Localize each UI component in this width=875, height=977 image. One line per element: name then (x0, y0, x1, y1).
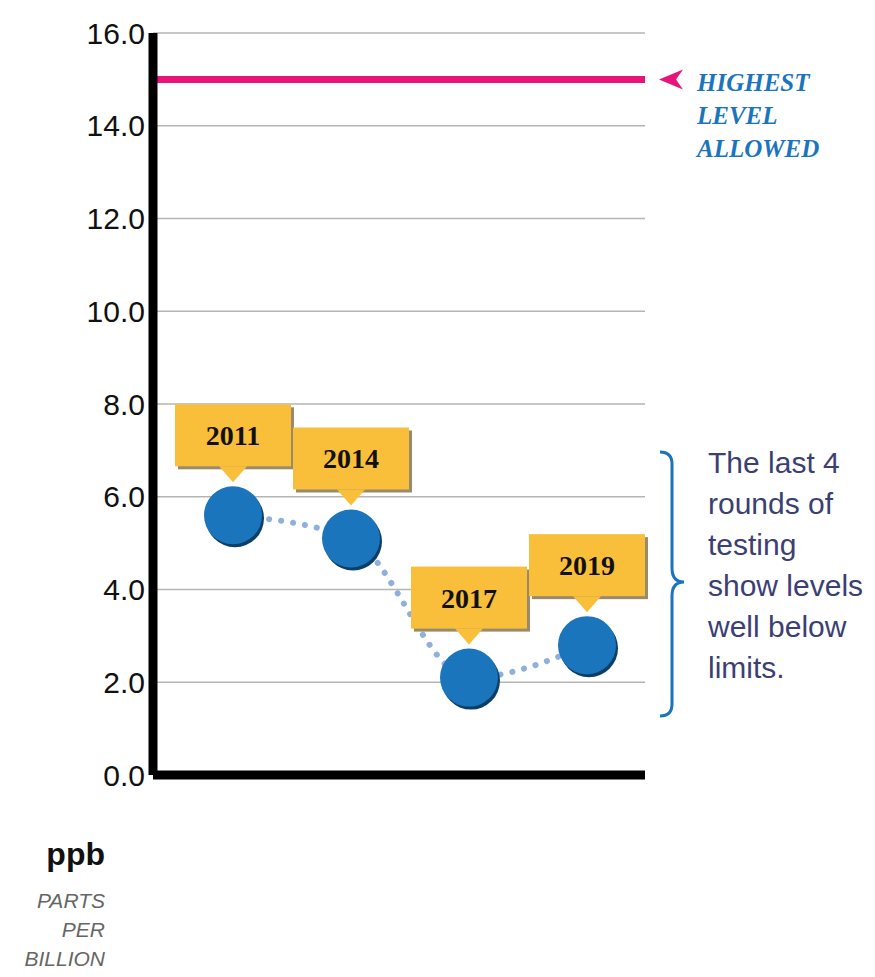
html-text:PARTS: PARTS (36, 889, 105, 912)
svg-text:LEVEL: LEVEL (696, 102, 778, 129)
svg-text:16.0: 16.0 (87, 17, 145, 50)
svg-text:HIGHEST: HIGHEST (696, 69, 811, 96)
svg-text:8.0: 8.0 (103, 388, 145, 421)
svg-text:4.0: 4.0 (103, 573, 145, 606)
html-text:PER: PER (61, 918, 105, 941)
svg-text:2011: 2011 (206, 420, 260, 451)
svg-text:2017: 2017 (441, 583, 497, 614)
svg-text:14.0: 14.0 (87, 109, 145, 142)
svg-text:10.0: 10.0 (87, 295, 145, 328)
html-text:ppb: ppb (46, 836, 105, 872)
svg-text:2019: 2019 (559, 550, 615, 581)
svg-text:12.0: 12.0 (87, 202, 145, 235)
svg-text:6.0: 6.0 (103, 480, 145, 513)
svg-text:2014: 2014 (323, 443, 379, 474)
svg-text:2.0: 2.0 (103, 666, 145, 699)
html-text:BILLION: BILLION (24, 947, 105, 970)
svg-text:0.0: 0.0 (103, 759, 145, 792)
html-text:The last 4 rounds of testing s: The last 4 rounds of testing show levels… (708, 446, 864, 684)
svg-text:ALLOWED: ALLOWED (695, 135, 819, 162)
